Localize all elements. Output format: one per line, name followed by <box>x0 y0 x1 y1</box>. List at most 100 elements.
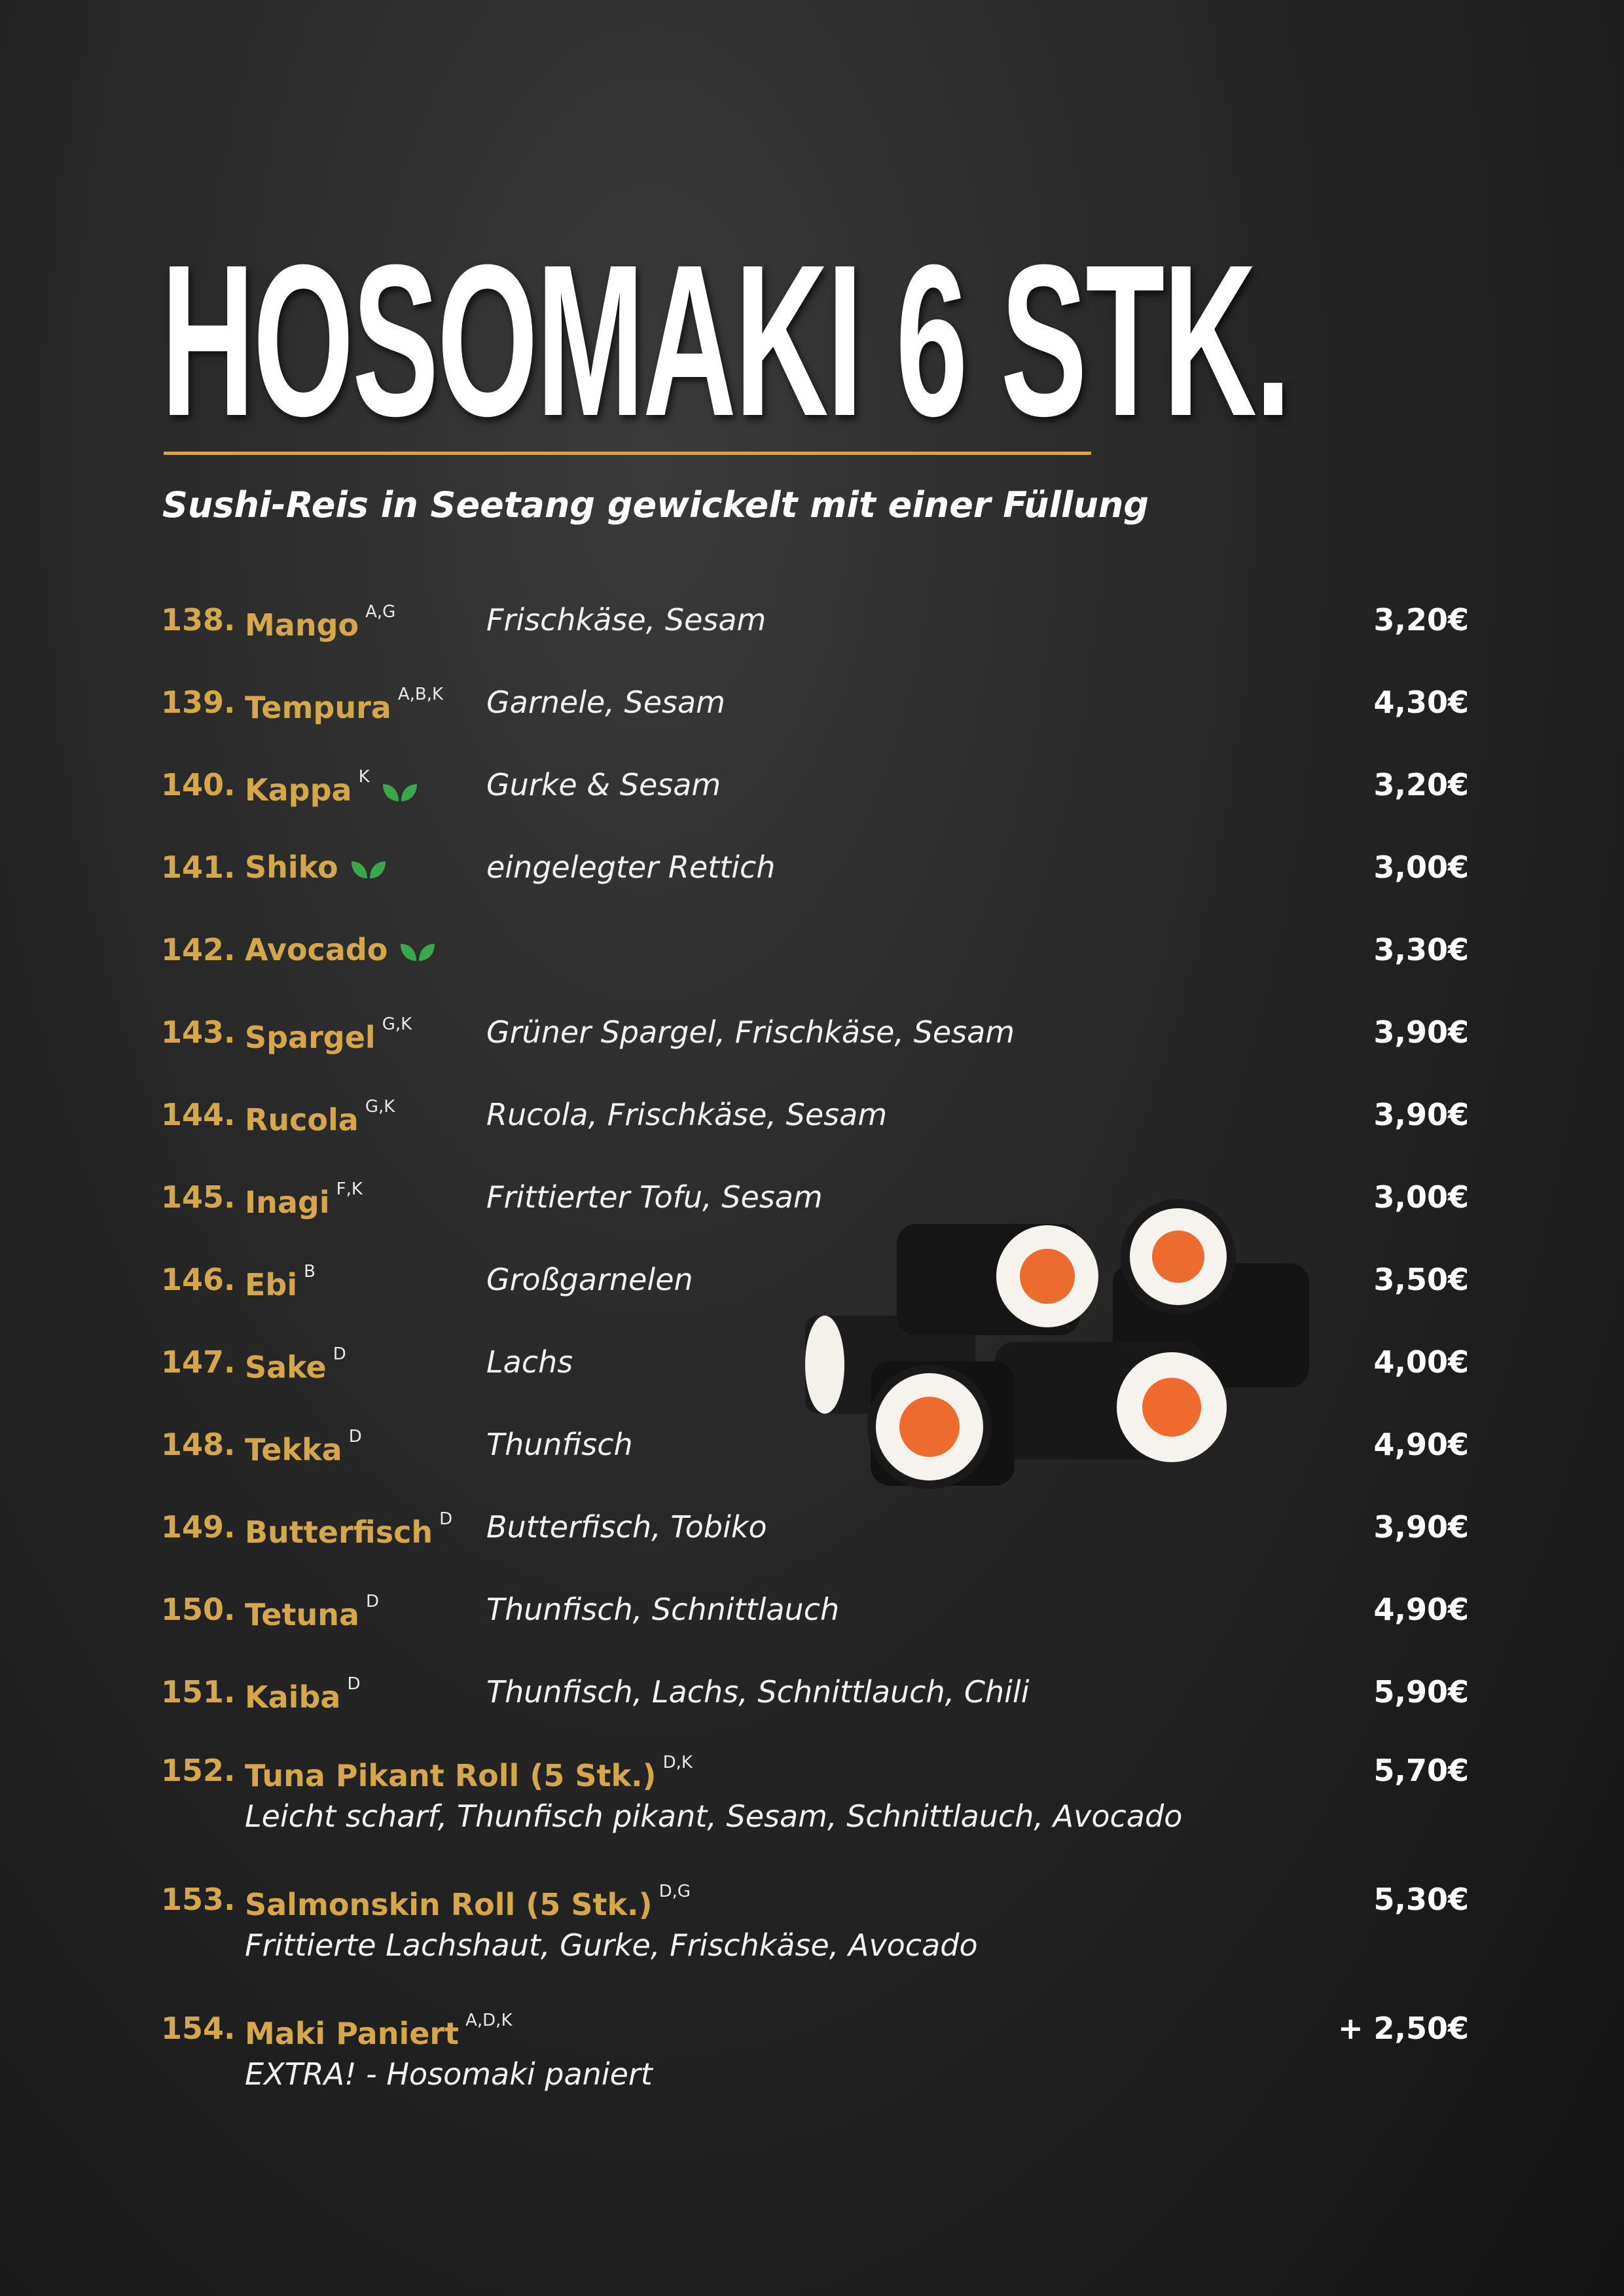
menu-item: 146. Ebi B Großgarnelen 3,50€ <box>0 1262 1624 1308</box>
item-name: Tuna Pikant Roll (5 Stk.) D,K <box>245 1753 693 1793</box>
roll <box>995 1342 1227 1462</box>
item-description: Thunfisch, Schnittlauch <box>486 1592 840 1627</box>
allergen-codes: D,K <box>662 1753 693 1772</box>
item-price: 4,90€ <box>1373 1592 1469 1627</box>
menu-item: 140. Kappa K Gurke & Sesam 3,20€ <box>0 767 1624 813</box>
item-name-text: Tekka <box>245 1432 342 1467</box>
item-description: Frischkäse, Sesam <box>486 602 767 637</box>
item-name-text: Butterfisch <box>245 1515 433 1550</box>
allergen-codes: F,K <box>336 1179 363 1199</box>
item-name-text: Tetuna <box>245 1597 359 1632</box>
item-name-text: Shiko <box>245 850 338 885</box>
allergen-codes: A,B,K <box>397 685 444 704</box>
allergen-codes: G,K <box>365 1097 395 1117</box>
item-name-text: Kappa <box>245 772 352 808</box>
item-name: Salmonskin Roll (5 Stk.) D,G <box>245 1882 691 1922</box>
item-number: 154. <box>161 2011 236 2046</box>
title: HOSOMAKI 6 STK. <box>161 219 1291 461</box>
menu-item: 141. Shiko eingelegter Rettich 3,00€ <box>0 850 1624 895</box>
item-number: 139. <box>161 685 236 720</box>
item-name: Sake D <box>245 1344 346 1385</box>
item-number: 152. <box>161 1753 236 1788</box>
item-name: Tekka D <box>245 1427 362 1467</box>
item-description: Großgarnelen <box>486 1262 693 1297</box>
item-name: Inagi F,K <box>245 1179 363 1220</box>
item-price: 4,90€ <box>1373 1427 1469 1462</box>
vegan-icon <box>401 943 435 961</box>
item-number: 147. <box>161 1344 236 1380</box>
item-number: 141. <box>161 850 236 885</box>
menu-item: 148. Tekka D Thunfisch 4,90€ <box>0 1427 1624 1473</box>
item-number: 142. <box>161 932 236 967</box>
item-name: Kaiba D <box>245 1674 360 1715</box>
sushi-illustration <box>805 1199 1309 1489</box>
subtitle: Sushi-Reis in Seetang gewickelt mit eine… <box>162 484 1149 526</box>
menu-item: 145. Inagi F,K Frittierter Tofu, Sesam 3,00€ <box>0 1179 1624 1225</box>
menu-item: 143. Spargel G,K Grüner Spargel, Frischkäse… <box>0 1014 1624 1060</box>
allergen-codes: K <box>358 767 370 787</box>
item-number: 148. <box>161 1427 236 1462</box>
item-price: 5,90€ <box>1373 1674 1469 1710</box>
item-price: 4,00€ <box>1373 1344 1469 1380</box>
item-name: Tetuna D <box>245 1592 379 1632</box>
item-name-text: Sake <box>245 1350 327 1385</box>
roll <box>897 1224 1098 1335</box>
item-name-text: Tuna Pikant Roll (5 Stk.) <box>245 1758 657 1793</box>
item-name-text: Tempura <box>245 690 391 725</box>
vegan-icon <box>351 861 386 878</box>
menu-item: 149. Butterfisch D Butterfisch, Tobiko 3,90€ <box>0 1509 1624 1555</box>
allergen-codes: D <box>347 1674 361 1694</box>
item-name-text: Salmonskin Roll (5 Stk.) <box>245 1887 653 1922</box>
item-name-text: Maki Paniert <box>245 2016 460 2051</box>
item-price: 3,90€ <box>1373 1509 1469 1545</box>
allergen-codes: A,G <box>365 602 396 622</box>
menu-item: 144. Rucola G,K Rucola, Frischkäse, Sesam 3,… <box>0 1097 1624 1143</box>
item-description: Thunfisch <box>486 1427 633 1462</box>
item-number: 138. <box>161 602 236 637</box>
item-price: 3,90€ <box>1373 1014 1469 1050</box>
item-name-text: Inagi <box>245 1185 330 1220</box>
menu-item: 152. Tuna Pikant Roll (5 Stk.) D,K Leicht s… <box>0 1753 1624 1834</box>
menu-item: 154. Maki Paniert A,D,K EXTRA! - Hosomaki p… <box>0 2011 1624 2092</box>
item-price: 3,20€ <box>1373 767 1469 802</box>
allergen-codes: D <box>333 1344 346 1364</box>
menu-item: 150. Tetuna D Thunfisch, Schnittlauch 4,90€ <box>0 1592 1624 1638</box>
item-description: Frittierte Lachshaut, Gurke, Frischkäse,… <box>245 1928 978 1963</box>
item-name-text: Rucola <box>245 1102 359 1138</box>
menu-item: 142. Avocado 3,30€ <box>0 932 1624 978</box>
item-price: 5,30€ <box>1373 1882 1469 1917</box>
menu-item: 138. Mango A,G Frischkäse, Sesam 3,20€ <box>0 602 1624 648</box>
item-number: 143. <box>161 1014 236 1050</box>
item-number: 145. <box>161 1179 236 1215</box>
item-name: Shiko <box>245 850 387 885</box>
item-price: 4,30€ <box>1373 685 1469 720</box>
item-name: Rucola G,K <box>245 1097 395 1138</box>
item-price: 3,90€ <box>1373 1097 1469 1132</box>
item-description: Butterfisch, Tobiko <box>486 1509 767 1545</box>
item-name-text: Ebi <box>245 1267 298 1302</box>
item-number: 150. <box>161 1592 236 1627</box>
item-name: Avocado <box>245 932 436 967</box>
item-number: 151. <box>161 1674 236 1710</box>
item-number: 146. <box>161 1262 236 1297</box>
allergen-codes: A,D,K <box>465 2011 513 2030</box>
item-price: 3,20€ <box>1373 602 1469 637</box>
item-description: eingelegter Rettich <box>486 850 776 885</box>
item-name: Maki Paniert A,D,K <box>245 2011 513 2051</box>
item-price: 3,50€ <box>1373 1262 1469 1297</box>
item-description: Leicht scharf, Thunfisch pikant, Sesam, … <box>245 1799 1183 1834</box>
item-name-text: Kaiba <box>245 1679 341 1715</box>
item-description: Frittierter Tofu, Sesam <box>486 1179 823 1215</box>
roll <box>867 1361 1015 1489</box>
allergen-codes: D <box>366 1592 380 1611</box>
item-number: 140. <box>161 767 236 802</box>
item-number: 149. <box>161 1509 236 1545</box>
item-price: 3,30€ <box>1373 932 1469 967</box>
allergen-codes: D,G <box>659 1882 691 1901</box>
roll <box>1113 1199 1309 1388</box>
item-price: 3,00€ <box>1373 850 1469 885</box>
item-name-text: Spargel <box>245 1020 376 1055</box>
allergen-codes: G,K <box>382 1014 412 1034</box>
item-price: 5,70€ <box>1373 1753 1469 1788</box>
